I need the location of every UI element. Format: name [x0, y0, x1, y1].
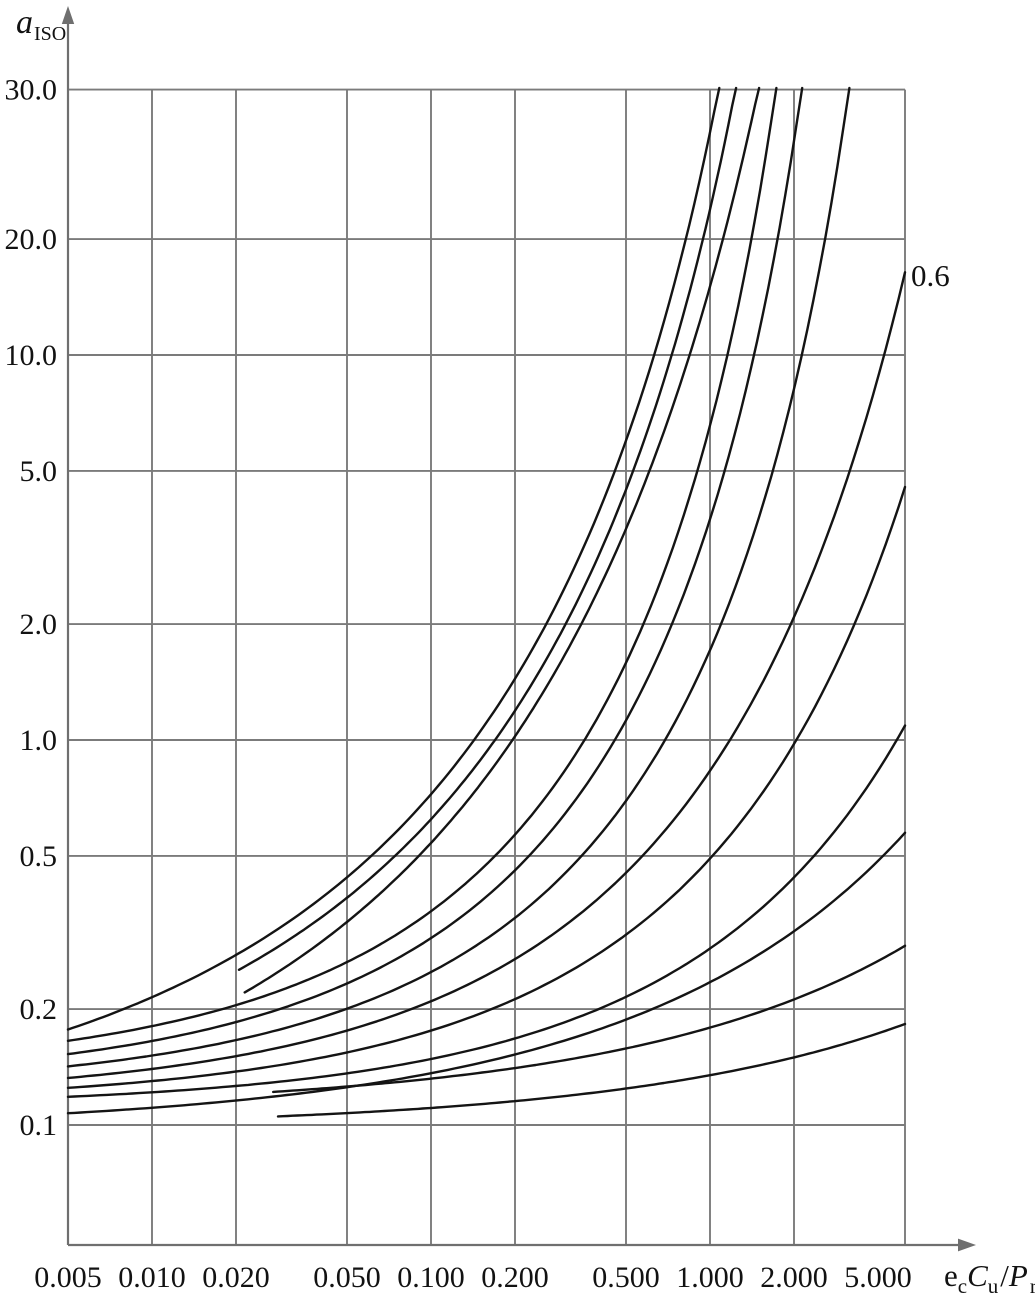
curve-11 — [272, 944, 907, 1094]
x-tick-label-0.005: 0.005 — [34, 1261, 102, 1294]
curve-12 — [276, 1022, 907, 1118]
curve-kappa-label: 0.6 — [911, 258, 950, 293]
curve-1 — [66, 86, 721, 1031]
y-tick-label-10.0: 10.0 — [5, 339, 58, 372]
curve-9 — [66, 724, 907, 1098]
x-axis-title-C: C — [967, 1258, 988, 1293]
curve-3 — [243, 86, 761, 994]
y-axis-title-sub: ISO — [34, 23, 66, 45]
x-tick-label-0.200: 0.200 — [481, 1261, 549, 1294]
x-axis-title: ecCu/Pr — [944, 1258, 1035, 1298]
curve-5 — [66, 86, 804, 1056]
x-tick-label-0.050: 0.050 — [313, 1261, 381, 1294]
y-tick-label-0.2: 0.2 — [20, 993, 58, 1026]
y-tick-label-2.0: 2.0 — [20, 608, 58, 641]
y-tick-label-5.0: 5.0 — [20, 455, 58, 488]
tick-label-layer: 30.0 20.0 10.0 5.0 2.0 1.0 0.5 0.2 0.1 0.005 0.010… — [5, 74, 912, 1294]
x-tick-label-1.000: 1.000 — [676, 1261, 744, 1294]
y-axis-title-main: a — [16, 4, 33, 41]
x-axis-title-P: P — [1008, 1258, 1028, 1293]
x-axis-title-P-sub: r — [1030, 1274, 1035, 1298]
x-tick-label-0.010: 0.010 — [118, 1261, 186, 1294]
x-tick-label-0.100: 0.100 — [397, 1261, 465, 1294]
y-axis-title: aISO — [16, 4, 66, 45]
x-axis-title-e-sub: c — [958, 1274, 967, 1298]
x-tick-label-2.000: 2.000 — [760, 1261, 828, 1294]
x-tick-label-5.000: 5.000 — [844, 1261, 912, 1294]
y-tick-label-30.0: 30.0 — [5, 74, 58, 107]
curve-4 — [66, 86, 778, 1042]
curve-2 — [237, 86, 738, 971]
y-tick-label-0.1: 0.1 — [20, 1109, 58, 1142]
curve-layer — [66, 86, 907, 1118]
x-tick-label-0.020: 0.020 — [202, 1261, 270, 1294]
curve-6 — [66, 86, 851, 1068]
curve-10 — [66, 831, 907, 1115]
grid-layer — [68, 88, 906, 1245]
y-tick-label-1.0: 1.0 — [20, 724, 58, 757]
curve-7 — [66, 271, 907, 1080]
y-tick-label-0.5: 0.5 — [20, 840, 58, 873]
x-axis-title-slash: / — [1000, 1258, 1009, 1293]
x-axis-title-C-sub: u — [988, 1274, 999, 1298]
curve-8 — [66, 485, 907, 1089]
y-axis-arrowhead-icon — [61, 6, 75, 24]
x-axis-title-e: e — [944, 1258, 958, 1293]
x-tick-label-0.500: 0.500 — [592, 1261, 660, 1294]
y-tick-label-20.0: 20.0 — [5, 223, 58, 256]
x-axis-arrowhead-icon — [958, 1238, 976, 1252]
